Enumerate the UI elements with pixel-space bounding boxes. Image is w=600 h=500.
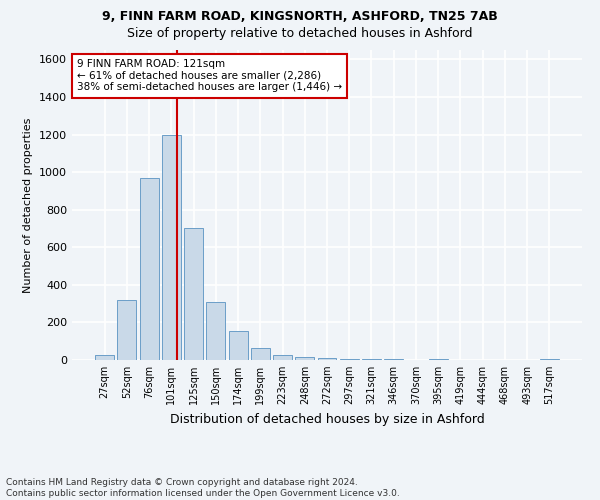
Bar: [206, 302, 225, 360]
Bar: [273, 356, 292, 360]
Bar: [184, 228, 203, 360]
Text: Contains HM Land Registry data © Crown copyright and database right 2024.
Contai: Contains HM Land Registry data © Crown c…: [6, 478, 400, 498]
Bar: [251, 348, 270, 360]
Bar: [540, 359, 559, 360]
Y-axis label: Number of detached properties: Number of detached properties: [23, 118, 34, 292]
Bar: [118, 300, 136, 360]
Bar: [162, 134, 181, 360]
Bar: [429, 359, 448, 360]
Text: 9, FINN FARM ROAD, KINGSNORTH, ASHFORD, TN25 7AB: 9, FINN FARM ROAD, KINGSNORTH, ASHFORD, …: [102, 10, 498, 23]
Bar: [362, 359, 381, 360]
Bar: [140, 178, 158, 360]
Bar: [295, 357, 314, 360]
Bar: [229, 331, 248, 360]
Bar: [340, 359, 359, 360]
Bar: [317, 358, 337, 360]
Bar: [384, 359, 403, 360]
X-axis label: Distribution of detached houses by size in Ashford: Distribution of detached houses by size …: [170, 412, 484, 426]
Text: 9 FINN FARM ROAD: 121sqm
← 61% of detached houses are smaller (2,286)
38% of sem: 9 FINN FARM ROAD: 121sqm ← 61% of detach…: [77, 60, 342, 92]
Bar: [95, 356, 114, 360]
Text: Size of property relative to detached houses in Ashford: Size of property relative to detached ho…: [127, 28, 473, 40]
